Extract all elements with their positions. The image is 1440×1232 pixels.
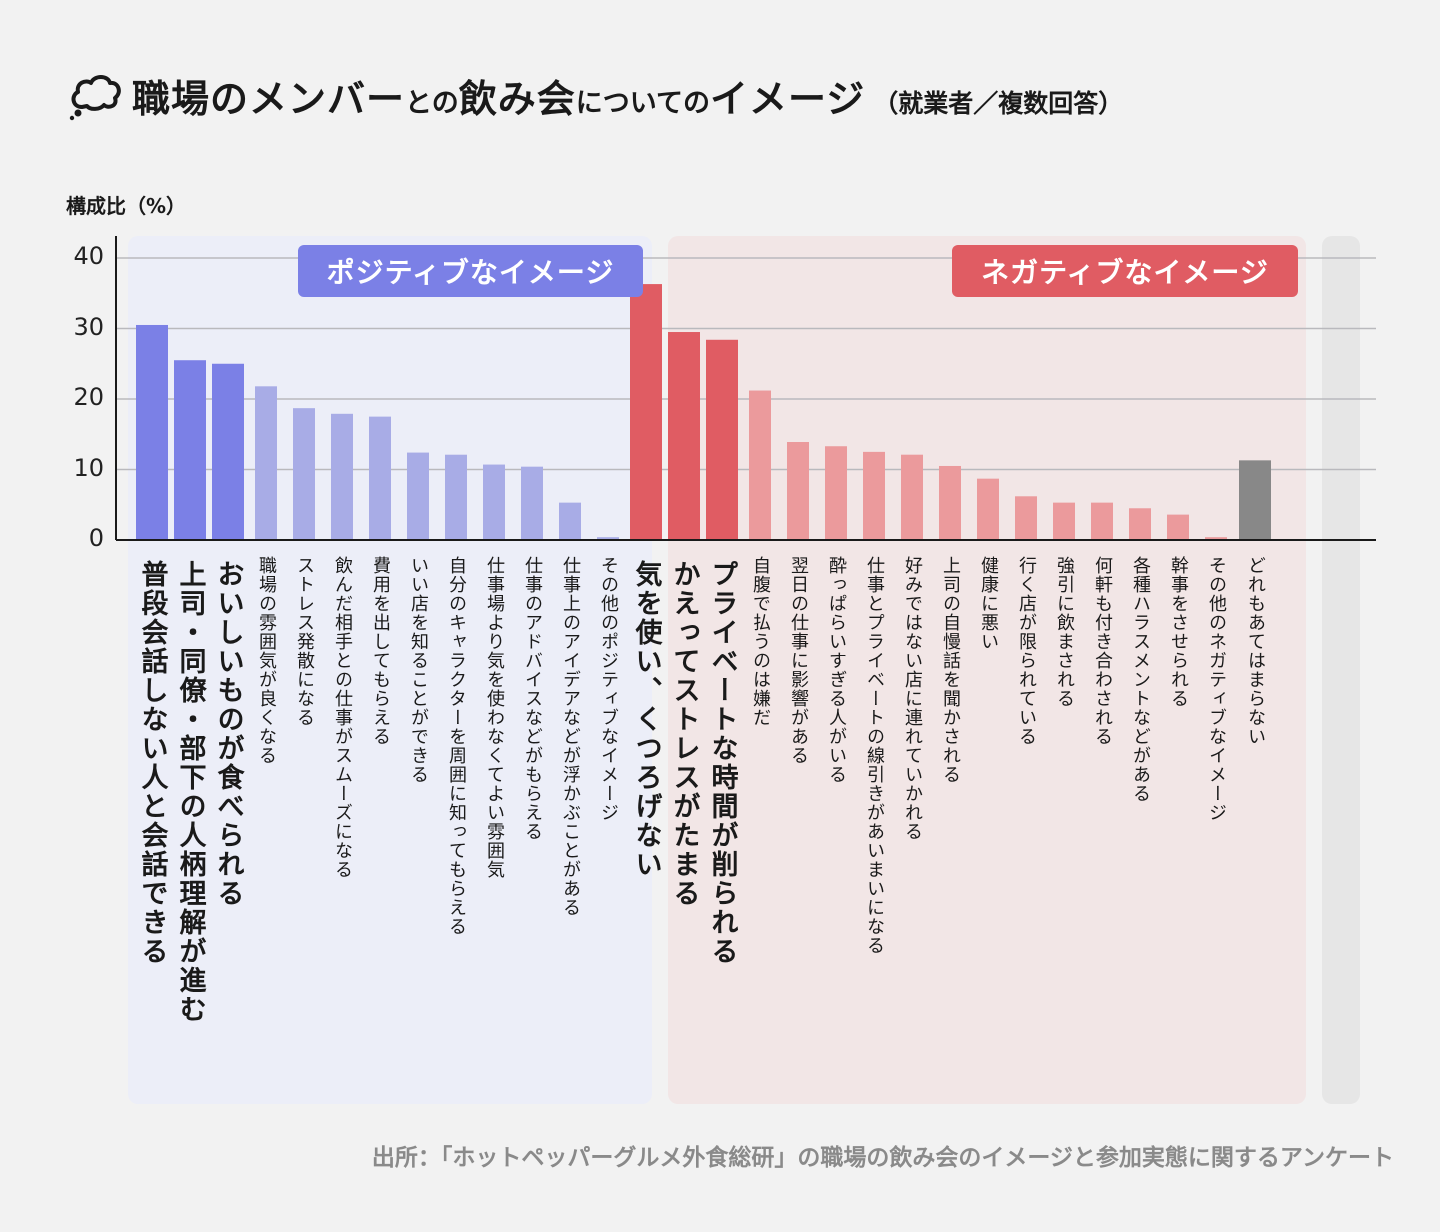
category-label: 飲んだ相手との仕事がスムーズになる xyxy=(332,556,353,879)
category-label: 各種ハラスメントなどがある xyxy=(1130,556,1151,803)
negative-group-tag: ネガティブなイメージ xyxy=(952,245,1298,297)
category-label: 行く店が限られている xyxy=(1016,556,1037,746)
bar xyxy=(369,416,391,540)
title-part3: 飲み会 xyxy=(458,77,576,121)
speech-bubble-icon xyxy=(69,75,121,121)
y-tick-label: 20 xyxy=(73,383,104,411)
category-label: 自腹で払うのは嫌だ xyxy=(750,556,771,727)
chart-title: 職場のメンバー との 飲み会 についての イメージ （就業者／複数回答） xyxy=(68,68,1123,124)
y-tick-label: 0 xyxy=(88,524,104,552)
bar xyxy=(863,451,885,540)
bar xyxy=(331,413,353,540)
category-label: 上司の自慢話を聞かされる xyxy=(940,556,961,784)
category-label: その他のネガティブなイメージ xyxy=(1206,556,1227,822)
category-label: 仕事上のアイデアなどが浮かぶことがある xyxy=(560,556,581,917)
bar xyxy=(630,284,662,540)
title-part2: との xyxy=(405,88,459,119)
bar xyxy=(445,454,467,540)
bar xyxy=(825,446,847,540)
bar xyxy=(293,408,315,540)
category-label: かえってストレスがたまる xyxy=(668,560,700,908)
category-label: おいしいものが食べられる xyxy=(212,560,244,908)
category-label: 上司・同僚・部下の人柄理解が進む xyxy=(174,560,206,1024)
bar xyxy=(597,537,619,540)
category-label: 仕事場より気を使わなくてよい雰囲気 xyxy=(484,556,505,879)
category-label: 普段会話しない人と会話できる xyxy=(136,560,168,966)
category-label: 強引に飲まされる xyxy=(1054,556,1075,708)
bar xyxy=(1129,508,1151,540)
title-part5: イメージ xyxy=(709,77,866,121)
bar xyxy=(706,339,738,540)
bar xyxy=(668,332,700,540)
bar xyxy=(977,478,999,540)
bar xyxy=(1167,514,1189,540)
category-label: 幹事をさせられる xyxy=(1168,556,1189,708)
category-label: その他のポジティブなイメージ xyxy=(598,556,619,822)
source-note: 出所：「ホットペッパーグルメ外食総研」の職場の飲み会のイメージと参加実態に関する… xyxy=(371,1145,1394,1171)
category-label: 仕事のアドバイスなどがもらえる xyxy=(522,556,543,841)
category-label: 何軒も付き合わされる xyxy=(1092,556,1113,746)
bar xyxy=(174,360,206,540)
bar xyxy=(1091,502,1113,540)
bar xyxy=(1239,460,1271,540)
bar xyxy=(136,324,168,540)
category-label: 酔っぱらいすぎる人がいる xyxy=(826,556,847,784)
title-note: （就業者／複数回答） xyxy=(873,89,1124,118)
y-axis-label: 構成比（%） xyxy=(66,194,187,218)
category-label: 気を使い、くつろげない xyxy=(630,560,662,879)
category-label: 翌日の仕事に影響がある xyxy=(788,556,809,765)
title-part1: 職場のメンバー xyxy=(132,77,406,121)
bar xyxy=(212,363,244,540)
panel-bg-2 xyxy=(1322,236,1360,1104)
bar xyxy=(939,465,961,540)
category-label: ストレス発散になる xyxy=(294,556,315,727)
y-tick-label: 10 xyxy=(73,453,104,482)
bar xyxy=(749,390,771,540)
bar xyxy=(407,452,429,540)
bar xyxy=(901,454,923,540)
bar xyxy=(1053,502,1075,540)
bar xyxy=(521,466,543,540)
category-label: 仕事とプライベートの線引きがあいまいになる xyxy=(864,556,885,955)
title-part4: についての xyxy=(575,88,710,119)
bar xyxy=(483,464,505,540)
y-tick-label: 40 xyxy=(73,242,104,270)
y-tick-label: 30 xyxy=(73,312,104,341)
category-label: 職場の雰囲気が良くなる xyxy=(256,556,277,765)
bar xyxy=(1205,537,1227,540)
positive-group-tag: ポジティブなイメージ xyxy=(298,245,643,297)
category-label: いい店を知ることができる xyxy=(408,556,429,784)
category-label: 自分のキャラクターを周囲に知ってもらえる xyxy=(446,556,467,936)
category-label: 費用を出してもらえる xyxy=(370,556,391,746)
category-label: プライベートな時間が削られる xyxy=(706,560,738,966)
bar xyxy=(1015,496,1037,540)
bar xyxy=(787,442,809,540)
category-label: どれもあてはまらない xyxy=(1245,556,1266,746)
bar xyxy=(559,502,581,540)
bar xyxy=(255,386,277,540)
category-label: 好みではない店に連れていかれる xyxy=(902,556,923,841)
category-label: 健康に悪い xyxy=(978,556,999,651)
